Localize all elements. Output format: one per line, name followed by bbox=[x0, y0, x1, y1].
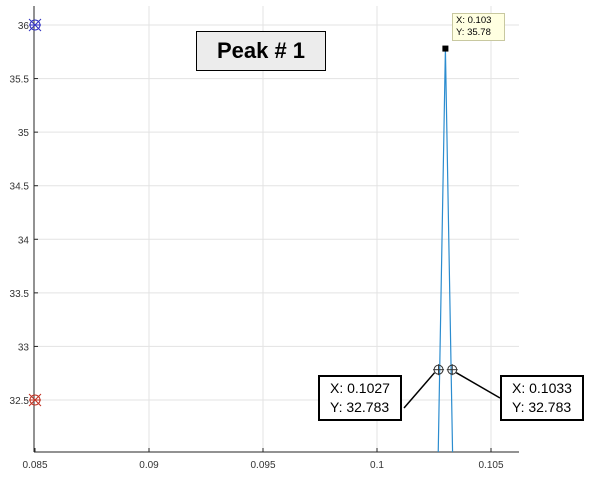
axis-point-marker bbox=[28, 18, 42, 32]
annotation-left-leader bbox=[403, 372, 436, 409]
x-tick-label: 0.085 bbox=[22, 460, 47, 471]
axis-point-marker bbox=[28, 393, 42, 407]
x-tick-label: 0.105 bbox=[478, 460, 503, 471]
annotation-left-x: X: 0.1027 bbox=[330, 380, 390, 396]
y-tick-label: 33 bbox=[18, 342, 30, 353]
datatip-peak-y: Y: 35.78 bbox=[456, 27, 491, 38]
grid bbox=[34, 6, 519, 452]
y-tick-label: 36 bbox=[18, 21, 30, 32]
x-tick-label: 0.1 bbox=[370, 460, 384, 471]
datatip-peak-x: X: 0.103 bbox=[456, 15, 492, 26]
datatip-peak[interactable]: X: 0.103 Y: 35.78 bbox=[452, 13, 505, 41]
chart-title: Peak # 1 bbox=[196, 31, 326, 71]
peak-half-marker bbox=[433, 364, 445, 376]
y-tick-label: 35 bbox=[18, 128, 30, 139]
annotation-right-leader bbox=[455, 372, 501, 399]
y-tick-label: 32.5 bbox=[10, 396, 30, 407]
tick-labels: 0.085 0.09 0.095 0.1 0.105 32.5 33 33.5 34 34.5 35… bbox=[10, 21, 504, 471]
y-tick-label: 33.5 bbox=[10, 289, 30, 300]
y-tick-label: 34.5 bbox=[10, 182, 30, 193]
x-tick-label: 0.095 bbox=[250, 460, 275, 471]
markers bbox=[28, 18, 458, 407]
series bbox=[437, 48, 454, 452]
annotation-right-y: Y: 32.783 bbox=[512, 399, 572, 415]
peak-datatip-marker bbox=[442, 45, 449, 52]
annotation-left-y: Y: 32.783 bbox=[330, 399, 390, 415]
y-tick-label: 34 bbox=[18, 235, 30, 246]
peak-half-marker bbox=[446, 364, 458, 376]
x-tick-label: 0.09 bbox=[139, 460, 159, 471]
series-line bbox=[437, 48, 454, 452]
annotation-right: X: 0.1033 Y: 32.783 bbox=[500, 375, 584, 421]
annotation-right-x: X: 0.1033 bbox=[512, 380, 572, 396]
y-tick-label: 35.5 bbox=[10, 75, 30, 86]
annotation-leaders bbox=[403, 372, 501, 409]
annotation-left: X: 0.1027 Y: 32.783 bbox=[318, 375, 402, 421]
